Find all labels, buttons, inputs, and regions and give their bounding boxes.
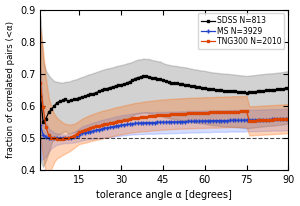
Line: SDSS N=813: SDSS N=813: [39, 75, 290, 123]
SDSS N=813: [41, 121, 45, 123]
SDSS N=813: [142, 75, 145, 77]
Y-axis label: fraction of correlated pairs (<α): fraction of correlated pairs (<α): [6, 21, 15, 158]
SDSS N=813: [117, 84, 120, 87]
SDSS N=813: [75, 98, 78, 100]
TNG300 N=2010: [214, 111, 218, 114]
MS N=3929: [38, 124, 42, 126]
SDSS N=813: [286, 87, 290, 89]
MS N=3929: [278, 118, 282, 121]
SDSS N=813: [217, 89, 220, 91]
SDSS N=813: [256, 90, 260, 93]
SDSS N=813: [38, 95, 42, 97]
TNG300 N=2010: [248, 120, 251, 122]
MS N=3929: [214, 119, 218, 122]
TNG300 N=2010: [55, 137, 59, 140]
SDSS N=813: [281, 88, 284, 90]
TNG300 N=2010: [253, 119, 257, 122]
MS N=3929: [253, 119, 257, 121]
TNG300 N=2010: [117, 120, 120, 123]
TNG300 N=2010: [278, 118, 282, 120]
TNG300 N=2010: [38, 82, 42, 85]
MS N=3929: [284, 118, 287, 120]
Line: MS N=3929: MS N=3929: [39, 117, 290, 140]
MS N=3929: [75, 135, 78, 137]
TNG300 N=2010: [286, 117, 290, 120]
Legend: SDSS N=813, MS N=3929, TNG300 N=2010: SDSS N=813, MS N=3929, TNG300 N=2010: [198, 13, 284, 49]
MS N=3929: [117, 124, 120, 127]
MS N=3929: [286, 118, 290, 120]
MS N=3929: [248, 119, 251, 121]
MS N=3929: [47, 137, 50, 139]
SDSS N=813: [250, 91, 254, 93]
TNG300 N=2010: [75, 133, 78, 135]
X-axis label: tolerance angle α [degrees]: tolerance angle α [degrees]: [96, 190, 232, 200]
Line: TNG300 N=2010: TNG300 N=2010: [39, 82, 290, 140]
